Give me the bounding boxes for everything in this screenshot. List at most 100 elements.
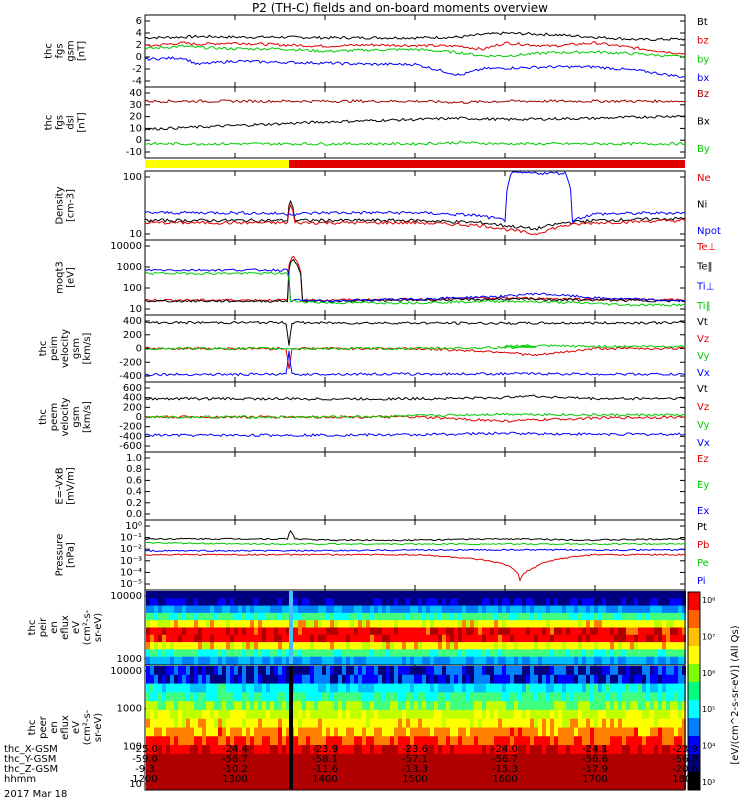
spectro-cell	[654, 627, 658, 636]
spectro-cell	[394, 620, 398, 628]
spectro-cell	[278, 780, 282, 790]
panel-frame	[144, 451, 686, 521]
series-Ne	[144, 203, 686, 236]
spectro-cell	[394, 649, 398, 658]
spectro-cell	[526, 718, 530, 728]
spectro-cell	[630, 753, 634, 764]
spectro-cell	[182, 620, 186, 628]
spectro-cell	[194, 591, 198, 599]
spectro-cell	[398, 642, 402, 650]
spectro-cell	[462, 612, 466, 621]
spectro-cell	[682, 745, 686, 755]
spectro-cell	[170, 701, 174, 711]
spectro-cell	[298, 591, 302, 599]
spectro-cell	[202, 745, 206, 755]
spectro-cell	[170, 753, 174, 764]
spectro-cell	[578, 649, 582, 658]
spectro-cell	[630, 745, 634, 755]
spectro-cell	[286, 701, 290, 711]
spectro-cell	[470, 605, 474, 614]
spectro-cell	[158, 701, 162, 711]
spectro-cell	[566, 649, 570, 658]
spectro-cell	[186, 656, 190, 665]
spectro-cell	[502, 771, 506, 781]
spectro-cell	[230, 666, 234, 676]
spectro-cell	[630, 642, 634, 650]
spectro-cell	[562, 627, 566, 636]
spectro-cell	[250, 709, 254, 720]
spectro-cell	[262, 692, 266, 702]
spectro-cell	[218, 666, 222, 676]
spectro-cell	[358, 727, 362, 737]
spectro-cell	[598, 683, 602, 693]
spectro-cell	[514, 683, 518, 693]
spectro-cell	[302, 612, 306, 621]
spectro-cell	[650, 656, 654, 665]
spectro-cell	[342, 666, 346, 676]
spectro-cell	[286, 718, 290, 728]
spectro-cell	[362, 780, 366, 790]
spectro-cell	[306, 753, 310, 764]
spectro-cell	[638, 674, 642, 685]
spectro-cell	[618, 745, 622, 755]
spectro-cell	[270, 692, 274, 702]
spectro-cell	[402, 620, 406, 628]
spectro-cell	[562, 727, 566, 737]
spectro-cell	[306, 771, 310, 781]
spectro-cell	[574, 718, 578, 728]
spectro-cell	[338, 718, 342, 728]
spectro-cell	[450, 718, 454, 728]
spectro-cell	[234, 701, 238, 711]
spectro-cell	[206, 692, 210, 702]
spectro-cell	[642, 605, 646, 614]
xaxis-value: -58.1	[312, 754, 338, 765]
spectro-cell	[422, 727, 426, 737]
spectro-cell	[266, 666, 270, 676]
spectro-cell	[610, 649, 614, 658]
spectro-cell	[262, 762, 266, 772]
spectro-cell	[550, 656, 554, 665]
spectro-cell	[374, 627, 378, 636]
spectro-cell	[646, 612, 650, 621]
spectro-cell	[458, 620, 462, 628]
spectro-cell	[150, 701, 154, 711]
spectro-cell	[270, 605, 274, 614]
spectro-cell	[266, 634, 270, 643]
spectro-cell	[542, 605, 546, 614]
legend-entry: Npot	[697, 226, 721, 237]
spectro-cell	[498, 753, 502, 764]
spectro-cell	[598, 649, 602, 658]
spectro-cell	[606, 753, 610, 764]
spectro-cell	[218, 771, 222, 781]
spectro-cell	[182, 692, 186, 702]
spectro-cell	[158, 771, 162, 781]
spectro-cell	[586, 718, 590, 728]
spectro-cell	[518, 709, 522, 720]
spectro-cell	[414, 780, 418, 790]
spectro-cell	[326, 727, 330, 737]
ytick-label: 6	[136, 16, 142, 27]
spectro-cell	[462, 683, 466, 693]
spectro-cell	[506, 762, 510, 772]
spectro-cell	[650, 753, 654, 764]
spectro-cell	[322, 727, 326, 737]
spectro-cell	[410, 674, 414, 685]
spectro-cell	[362, 718, 366, 728]
spectro-cell	[390, 591, 394, 599]
spectro-cell	[194, 620, 198, 628]
spectro-cell	[178, 753, 182, 764]
spectro-cell	[210, 683, 214, 693]
spectro-cell	[262, 627, 266, 636]
spectro-cell	[162, 718, 166, 728]
spectro-cell	[662, 649, 666, 658]
spectro-cell	[466, 591, 470, 599]
spectro-cell	[278, 727, 282, 737]
spectro-cell	[426, 736, 430, 746]
spectro-cell	[602, 727, 606, 737]
spectro-cell	[146, 598, 150, 607]
spectro-cell	[478, 736, 482, 746]
spectro-cell	[454, 683, 458, 693]
spectro-cell	[442, 634, 446, 643]
spectro-cell	[378, 718, 382, 728]
spectro-cell	[498, 666, 502, 676]
